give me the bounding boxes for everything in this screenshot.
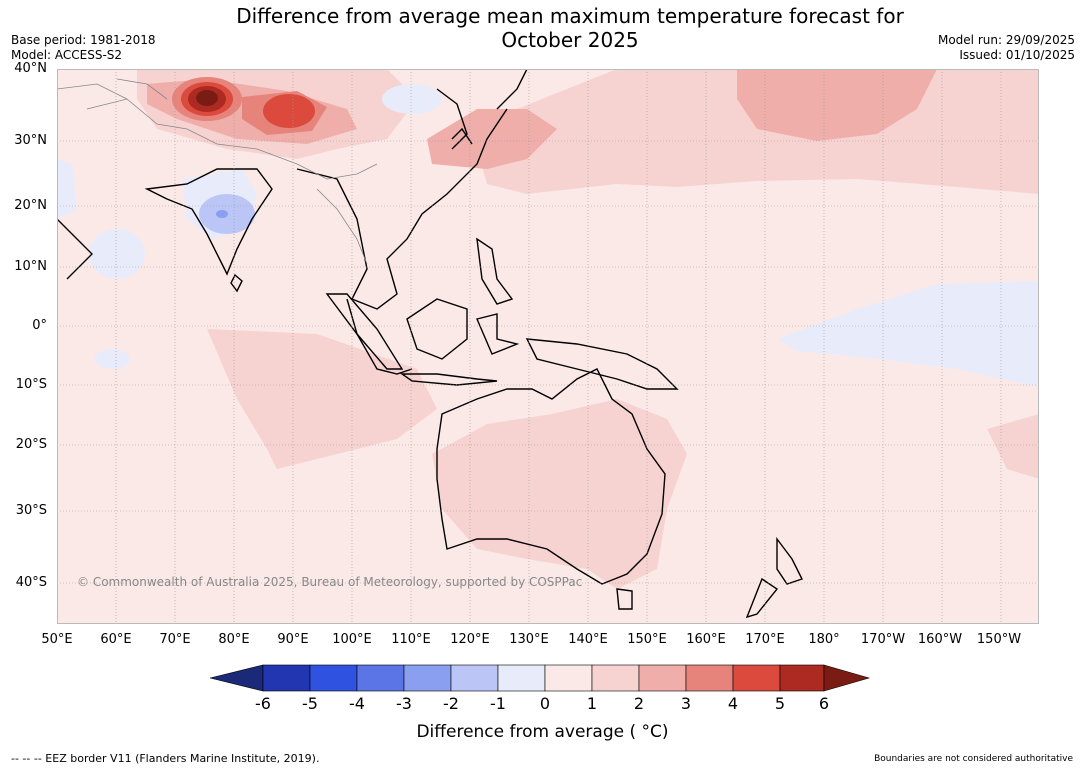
indian-ocean-warm-anomaly	[207, 329, 437, 469]
north-pacific-warm-core	[737, 69, 937, 141]
lat-label-40s: 40°S	[15, 575, 47, 590]
metadata-right: Model run: 29/09/2025 Issued: 01/10/2025	[938, 33, 1075, 63]
lat-label-20n: 20°N	[14, 198, 47, 213]
colorbar-segment	[591, 664, 640, 692]
colorbar-label: Difference from average ( °C)	[416, 722, 669, 742]
lon-label-160e: 160°E	[686, 632, 726, 647]
lon-label-150w: 150°W	[976, 632, 1022, 647]
colorbar-tick: 5	[774, 694, 786, 713]
tibet-hot-core	[263, 94, 315, 128]
map-title: Difference from average mean maximum tem…	[190, 4, 950, 52]
lon-label-70e: 70°E	[159, 632, 191, 647]
issued-date: Issued: 01/10/2025	[959, 48, 1075, 62]
lat-label-10s: 10°S	[15, 377, 47, 392]
lon-label-120e: 120°E	[450, 632, 490, 647]
lat-label-20s: 20°S	[15, 437, 47, 452]
colorbar-segment	[309, 664, 358, 692]
colorbar-segment	[732, 664, 781, 692]
colorbar-tick: -5	[302, 694, 318, 713]
lon-label-160w: 160°W	[917, 632, 963, 647]
colorbar-tick: 6	[818, 694, 830, 713]
colorbar-tick: -1	[490, 694, 506, 713]
equatorial-pacific-cool-anomaly	[777, 281, 1039, 387]
lon-label-110e: 110°E	[391, 632, 431, 647]
colorbar-segment	[685, 664, 734, 692]
colorbar-segment	[450, 664, 499, 692]
lon-label-130e: 130°E	[509, 632, 549, 647]
plateau-cool-patch	[382, 84, 442, 114]
colorbar-tick: -6	[255, 694, 271, 713]
lat-label-10n: 10°N	[14, 259, 47, 274]
colorbar-tick: -4	[349, 694, 365, 713]
colorbar-tick: 1	[586, 694, 598, 713]
title-line-1: Difference from average mean maximum tem…	[236, 4, 904, 28]
lon-label-50e: 50°E	[41, 632, 73, 647]
east-asia-anomaly	[427, 109, 557, 169]
eez-border-note: -- -- -- EEZ border V11 (Flanders Marine…	[11, 752, 320, 765]
lat-label-equator: 0°	[32, 318, 47, 333]
title-line-2: October 2025	[501, 28, 639, 52]
colorbar-segment	[497, 664, 546, 692]
australia-warm-anomaly	[432, 399, 687, 589]
colorbar-tick: 3	[680, 694, 692, 713]
colorbar-segment	[262, 664, 311, 692]
lon-label-90e: 90°E	[277, 632, 309, 647]
indian-ocean-cool-patch	[94, 349, 130, 369]
colorbar-lower-extend	[210, 664, 264, 692]
colorbar-segment	[544, 664, 593, 692]
copyright-notice: © Commonwealth of Australia 2025, Bureau…	[77, 575, 583, 589]
lat-label-30s: 30°S	[15, 503, 47, 518]
colorbar	[210, 664, 871, 692]
arabian-sea-cool-patch	[89, 229, 145, 279]
lon-label-80e: 80°E	[218, 632, 250, 647]
political-borders	[57, 78, 378, 265]
lat-label-40n: 40°N	[14, 61, 47, 76]
model-name: Model: ACCESS-S2	[11, 48, 123, 62]
western-edge-cool-patch	[57, 159, 77, 219]
boundary-disclaimer: Boundaries are not considered authoritat…	[874, 754, 1073, 764]
colorbar-tick: 2	[633, 694, 645, 713]
colorbar-upper-extend	[823, 664, 871, 692]
south-pacific-warm-patch	[987, 414, 1039, 479]
coastlines	[57, 69, 803, 619]
colorbar-segment	[356, 664, 405, 692]
base-period: Base period: 1981-2018	[11, 33, 156, 47]
metadata-left: Base period: 1981-2018 Model: ACCESS-S2	[11, 33, 156, 63]
map-frame	[57, 69, 1039, 624]
colorbar-segment	[403, 664, 452, 692]
colorbar-segment	[638, 664, 687, 692]
lon-label-150e: 150°E	[627, 632, 667, 647]
lon-label-100e: 100°E	[332, 632, 372, 647]
lat-label-30n: 30°N	[14, 133, 47, 148]
lon-label-180: 180°	[808, 632, 840, 647]
model-run: Model run: 29/09/2025	[937, 33, 1075, 47]
graticule	[57, 69, 1039, 624]
lon-label-60e: 60°E	[100, 632, 132, 647]
anomaly-map	[57, 69, 1039, 624]
himalaya-anomaly-6	[196, 90, 218, 106]
colorbar-tick: -3	[396, 694, 412, 713]
lon-label-170w: 170°W	[860, 632, 906, 647]
india-cool-center	[216, 210, 228, 218]
colorbar-tick: -2	[443, 694, 459, 713]
lon-label-140e: 140°E	[568, 632, 608, 647]
lon-label-170e: 170°E	[745, 632, 785, 647]
colorbar-tick: 4	[727, 694, 739, 713]
colorbar-segment	[779, 664, 825, 692]
colorbar-tick: 0	[539, 694, 551, 713]
